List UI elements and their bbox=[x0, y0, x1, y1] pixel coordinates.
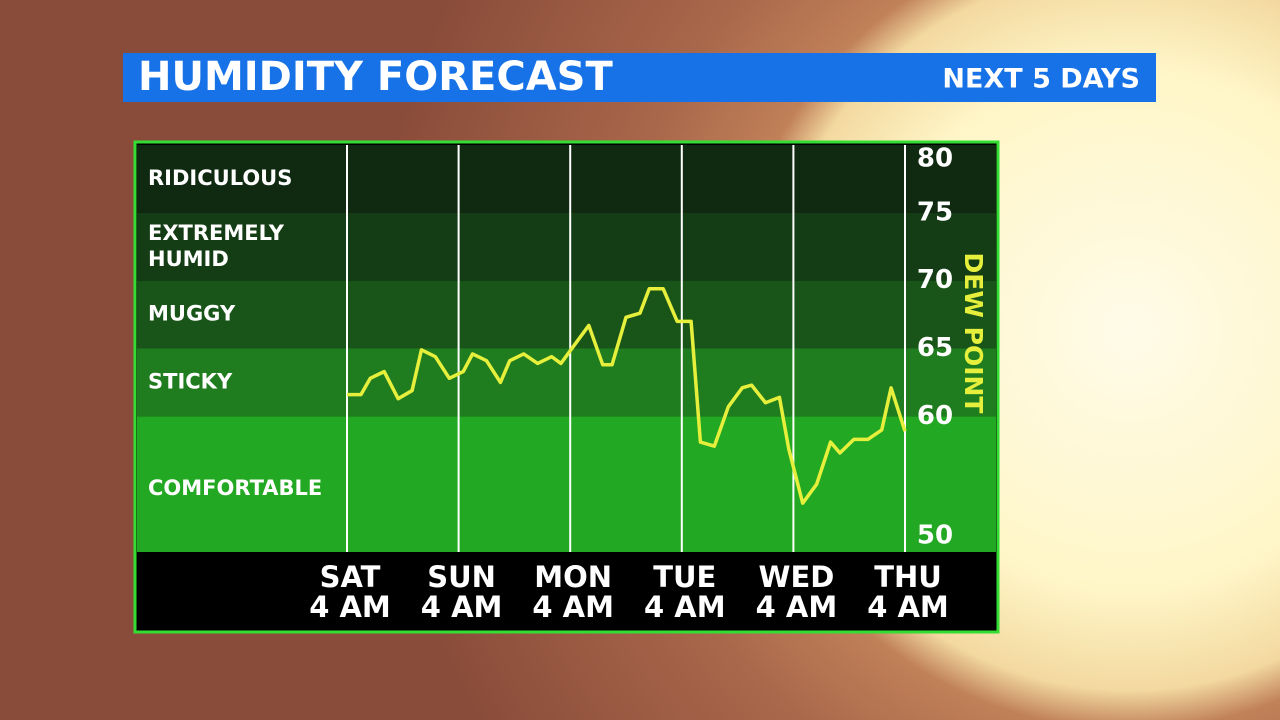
x-tick-label: THU bbox=[874, 560, 942, 594]
band bbox=[137, 145, 996, 213]
x-tick-time: 4 AM bbox=[867, 590, 949, 624]
band-label: COMFORTABLE bbox=[148, 476, 322, 500]
band bbox=[137, 348, 996, 417]
x-tick-time: 4 AM bbox=[421, 590, 503, 624]
band-label: MUGGY bbox=[148, 302, 236, 326]
title-bar bbox=[123, 53, 1156, 102]
band-label: RIDICULOUS bbox=[148, 166, 292, 190]
x-tick-time: 4 AM bbox=[309, 590, 391, 624]
chart-subtitle: NEXT 5 DAYS bbox=[942, 64, 1140, 95]
y-tick-label: 50 bbox=[917, 521, 953, 551]
band-label: EXTREMELY HUMID bbox=[148, 221, 285, 271]
y-tick-label: 75 bbox=[917, 197, 953, 227]
y-tick-label: 60 bbox=[917, 401, 953, 431]
x-tick-label: TUE bbox=[653, 560, 716, 594]
y-axis-label: DEW POINT bbox=[959, 253, 988, 414]
band bbox=[137, 280, 996, 349]
x-tick-time: 4 AM bbox=[756, 590, 838, 624]
x-tick-label: SAT bbox=[320, 560, 381, 594]
band-label: STICKY bbox=[148, 369, 233, 393]
x-tick-time: 4 AM bbox=[532, 590, 614, 624]
y-tick-label: 70 bbox=[917, 265, 953, 295]
chart-title: HUMIDITY FORECAST bbox=[138, 54, 613, 100]
x-axis-strip bbox=[137, 555, 996, 630]
y-tick-label: 80 bbox=[917, 144, 953, 174]
x-tick-label: SUN bbox=[427, 560, 496, 594]
dew-point-line bbox=[347, 287, 907, 505]
x-tick-label: MON bbox=[534, 560, 612, 594]
x-tick-time: 4 AM bbox=[644, 590, 726, 624]
y-tick-label: 65 bbox=[917, 333, 953, 363]
band bbox=[137, 212, 996, 281]
x-tick-label: WED bbox=[758, 560, 834, 594]
